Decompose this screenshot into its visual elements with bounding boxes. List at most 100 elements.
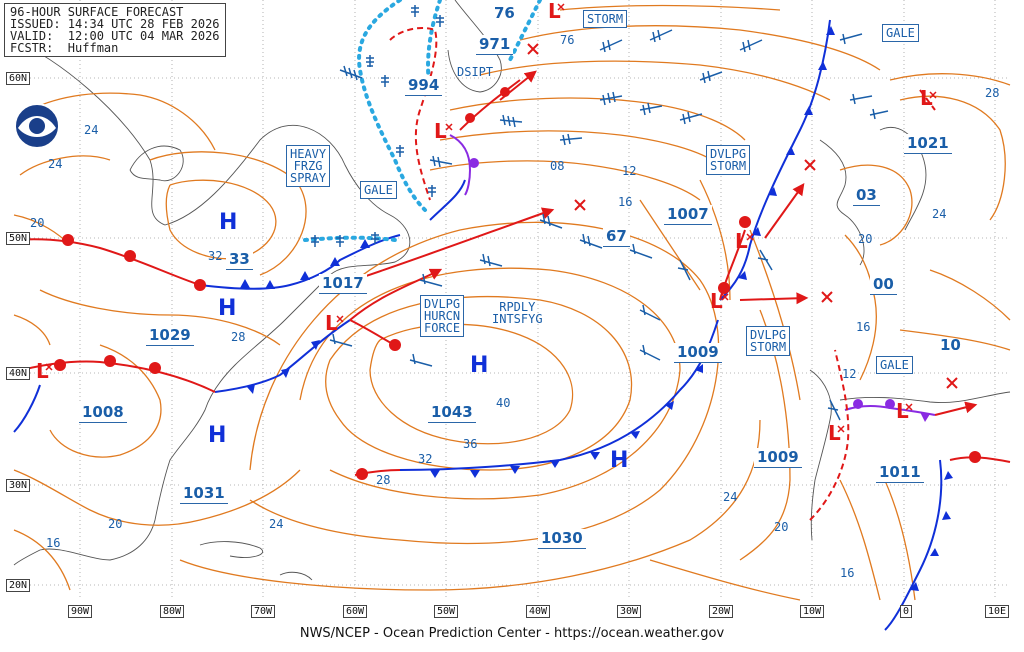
gale-warning-box: GALE bbox=[360, 181, 397, 199]
pressure-center-value: 1008 bbox=[79, 403, 127, 423]
lon-label-0: 0 bbox=[900, 605, 913, 618]
lon-label-10e: 10E bbox=[985, 605, 1010, 618]
dissipating-label: DSIPT bbox=[457, 65, 494, 79]
isobar-label: 20 bbox=[858, 232, 873, 246]
lat-label-40n: 40N bbox=[6, 367, 31, 380]
low-symbol: L bbox=[920, 86, 933, 110]
isobar-label: 24 bbox=[84, 123, 99, 137]
isobar-label: 20 bbox=[30, 216, 45, 230]
header-forecaster: FCSTR: Huffman bbox=[10, 41, 119, 55]
pressure-center-value: 971 bbox=[476, 35, 514, 55]
lon-label-40w: 40W bbox=[526, 605, 551, 618]
header-title: 96-HOUR SURFACE FORECAST bbox=[10, 5, 184, 19]
pressure-center-value: 1021 bbox=[904, 134, 952, 154]
isobar-label: 24 bbox=[932, 207, 947, 221]
pressure-center-value: 1011 bbox=[876, 463, 924, 483]
header-valid: VALID: 12:00 UTC 04 MAR 2026 bbox=[10, 29, 220, 43]
isobar-label: 20 bbox=[774, 520, 789, 534]
lon-label-10w: 10W bbox=[800, 605, 825, 618]
high-symbol: H bbox=[610, 448, 628, 473]
isobar-label: 16 bbox=[856, 320, 871, 334]
isobar-label: 16 bbox=[618, 195, 633, 209]
high-symbol: H bbox=[208, 423, 226, 448]
isobar-label: 36 bbox=[463, 437, 478, 451]
isobar-label: 12 bbox=[842, 367, 857, 381]
low-symbol: L bbox=[735, 229, 748, 253]
pressure-center-value: 1017 bbox=[319, 274, 367, 294]
isobar-label: 28 bbox=[231, 330, 246, 344]
pressure-center-value: 33 bbox=[226, 250, 253, 270]
pressure-center-value: 67 bbox=[603, 227, 630, 247]
low-symbol: L bbox=[325, 311, 338, 335]
low-symbol: L bbox=[548, 0, 561, 23]
isobar-label: 12 bbox=[622, 164, 637, 178]
isobar-label: 16 bbox=[840, 566, 855, 580]
pressure-center-value: 994 bbox=[405, 76, 443, 96]
pressure-center-value: 1043 bbox=[428, 403, 476, 423]
pressure-center-value: 1007 bbox=[664, 205, 712, 225]
hazard-outline bbox=[389, 27, 936, 521]
low-symbol: L bbox=[896, 399, 909, 423]
low-symbol: L bbox=[710, 289, 723, 313]
low-symbol: L bbox=[828, 421, 841, 445]
coastlines bbox=[13, 0, 1011, 581]
lon-label-20w: 20W bbox=[709, 605, 734, 618]
isobar-label: 32 bbox=[418, 452, 433, 466]
low-pressure-symbols: L L L L L L L L L bbox=[36, 0, 933, 445]
isobar-label: 24 bbox=[723, 490, 738, 504]
lon-label-50w: 50W bbox=[434, 605, 459, 618]
gale-warning-box: GALE bbox=[876, 356, 913, 374]
low-symbol: L bbox=[36, 359, 49, 383]
pressure-center-value: 76 bbox=[494, 4, 515, 22]
developing-hurricane-force-box: DVLPG HURCN FORCE bbox=[420, 295, 465, 337]
storm-tracks bbox=[349, 70, 978, 416]
developing-storm-box: DVLPG STORM bbox=[746, 326, 791, 356]
footer-credit: NWS/NCEP - Ocean Prediction Center - htt… bbox=[299, 626, 725, 641]
isobars bbox=[13, 4, 1011, 601]
isobar-label: 28 bbox=[985, 86, 1000, 100]
isobar-label: 28 bbox=[376, 473, 391, 487]
lat-label-20n: 20N bbox=[6, 579, 31, 592]
pressure-center-value: 1031 bbox=[180, 484, 228, 504]
warm-front-bumps bbox=[54, 87, 981, 480]
developing-storm-box: DVLPG STORM bbox=[706, 145, 751, 175]
freezing-spray-symbols bbox=[311, 5, 444, 247]
lat-label-60n: 60N bbox=[6, 72, 31, 85]
rapidly-intensifying-label: RPDLY INTSFYG bbox=[492, 300, 543, 326]
high-symbol: H bbox=[219, 210, 237, 235]
lon-label-80w: 80W bbox=[160, 605, 185, 618]
lat-label-30n: 30N bbox=[6, 479, 31, 492]
lon-label-30w: 30W bbox=[617, 605, 642, 618]
cold-fronts bbox=[13, 19, 943, 631]
cold-front-barbs bbox=[240, 26, 953, 591]
low-symbol: L bbox=[434, 119, 447, 143]
noaa-logo bbox=[14, 103, 60, 149]
lat-label-50n: 50N bbox=[6, 232, 31, 245]
isobar-label: 20 bbox=[108, 517, 123, 531]
pressure-center-value: 03 bbox=[853, 186, 880, 206]
forecast-x-markers bbox=[527, 43, 958, 389]
isobar-label: 32 bbox=[208, 249, 223, 263]
forecast-header: 96-HOUR SURFACE FORECAST ISSUED: 14:34 U… bbox=[4, 3, 226, 57]
warm-fronts bbox=[13, 79, 1011, 476]
header-issued: ISSUED: 14:34 UTC 28 FEB 2026 bbox=[10, 17, 220, 31]
pressure-center-value: 1009 bbox=[674, 343, 722, 363]
pressure-center-value: 1029 bbox=[146, 326, 194, 346]
low-center-x-markers bbox=[45, 3, 937, 433]
lon-label-70w: 70W bbox=[251, 605, 276, 618]
pressure-center-value: 1030 bbox=[538, 529, 586, 549]
heavy-freezing-spray-box: HEAVY FRZG SPRAY bbox=[286, 145, 331, 187]
isobar-label: 16 bbox=[46, 536, 61, 550]
wind-barbs bbox=[329, 29, 889, 421]
storm-warning-box: STORM bbox=[583, 10, 628, 28]
occluded-markers bbox=[469, 158, 930, 422]
isobar-label: 10 bbox=[940, 336, 961, 354]
isobar-label: 08 bbox=[550, 159, 565, 173]
high-pressure-symbols: H H H H H bbox=[208, 210, 628, 473]
gale-warning-box: GALE bbox=[882, 24, 919, 42]
isobar-label: 76 bbox=[560, 33, 575, 47]
isobar-label: 24 bbox=[269, 517, 284, 531]
pressure-center-value: 1009 bbox=[754, 448, 802, 468]
high-symbol: H bbox=[470, 353, 488, 378]
